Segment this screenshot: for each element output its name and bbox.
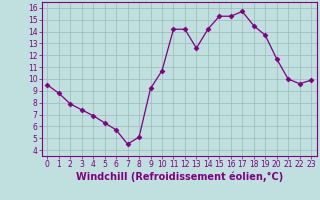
X-axis label: Windchill (Refroidissement éolien,°C): Windchill (Refroidissement éolien,°C) (76, 172, 283, 182)
